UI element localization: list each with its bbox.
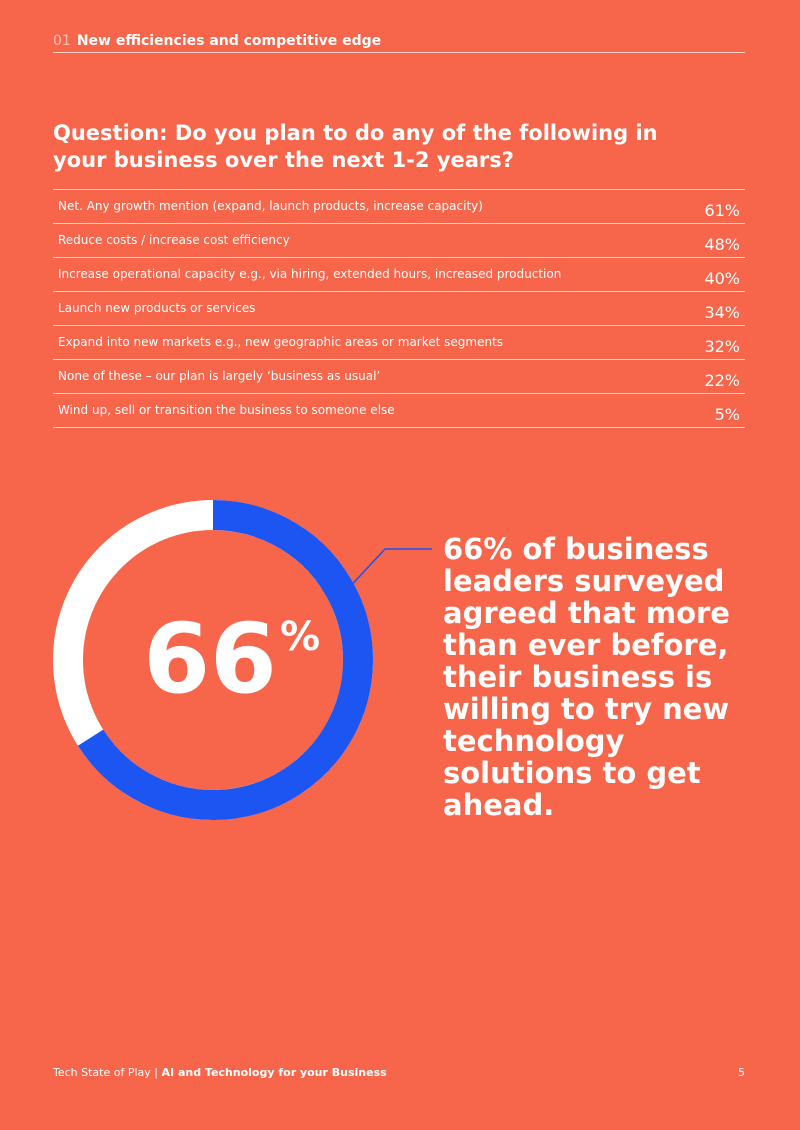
footer-subtitle: AI and Technology for your Business [161, 1066, 387, 1079]
row-label: Increase operational capacity e.g., via … [58, 267, 562, 281]
row-value: 32% [704, 337, 740, 356]
section-number: 01 [53, 33, 71, 49]
row-value: 5% [714, 405, 740, 424]
section-title: New efficiencies and competitive edge [76, 33, 382, 49]
donut-arc [77, 500, 373, 820]
separator: | [154, 1066, 159, 1079]
table-row: Increase operational capacity e.g., via … [53, 258, 745, 292]
row-label: None of these – our plan is largely ‘bus… [58, 369, 381, 383]
table-row: Reduce costs / increase cost efficiency 4… [53, 224, 745, 258]
page-number: 5 [738, 1066, 745, 1079]
row-value: 61% [704, 201, 740, 220]
table-row: Net. Any growth mention (expand, launch … [53, 190, 745, 224]
publication: Tech State of Play [53, 1066, 151, 1079]
row-label: Wind up, sell or transition the business… [58, 403, 395, 417]
callout-line [344, 548, 432, 593]
row-value: 48% [704, 235, 740, 254]
table-row: Wind up, sell or transition the business… [53, 394, 745, 428]
row-label: Net. Any growth mention (expand, launch … [58, 199, 483, 213]
donut-chart: 66 % [53, 500, 432, 820]
table-row: Launch new products or services 34% [53, 292, 745, 326]
row-value: 40% [704, 269, 740, 288]
row-label: Launch new products or services [58, 301, 256, 315]
table-row: None of these – our plan is largely ‘bus… [53, 360, 745, 394]
section-header: 01 New efficiencies and competitive edge [53, 33, 745, 53]
donut-value: 66 [143, 603, 277, 715]
table-row: Expand into new markets e.g., new geogra… [53, 326, 745, 360]
row-value: 22% [704, 371, 740, 390]
row-label: Expand into new markets e.g., new geogra… [58, 335, 504, 349]
row-value: 34% [704, 303, 740, 322]
row-label: Reduce costs / increase cost efficiency [58, 233, 290, 247]
footer: Tech State of Play | AI and Technology f… [53, 1066, 387, 1079]
callout-text: 66% of business leaders surveyed agreed … [443, 532, 730, 822]
table: Net. Any growth mention (expand, launch … [53, 189, 745, 428]
question: Question: Do you plan to do any of the f… [53, 121, 658, 172]
donut-symbol: % [280, 614, 320, 660]
